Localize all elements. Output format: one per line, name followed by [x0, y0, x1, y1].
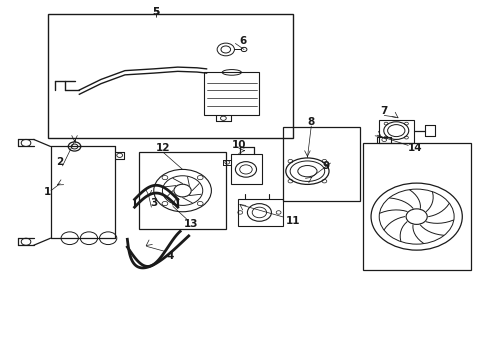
Bar	[363, 143, 471, 270]
Text: 2: 2	[56, 157, 64, 167]
Text: 11: 11	[286, 216, 300, 226]
Bar	[238, 199, 283, 226]
Text: 1: 1	[44, 187, 51, 197]
Bar	[48, 14, 293, 138]
Text: 13: 13	[184, 219, 198, 229]
Text: 4: 4	[167, 251, 174, 261]
Text: 5: 5	[152, 8, 160, 17]
Text: 10: 10	[232, 140, 246, 150]
Text: 7: 7	[381, 106, 388, 116]
Text: 8: 8	[308, 117, 315, 127]
Text: 3: 3	[150, 198, 157, 208]
Bar	[204, 72, 259, 115]
Bar	[139, 152, 226, 229]
Text: 12: 12	[156, 143, 171, 153]
Bar	[379, 120, 414, 143]
Text: 14: 14	[408, 143, 423, 153]
Bar	[283, 127, 360, 201]
Text: 9: 9	[322, 161, 329, 171]
Text: 6: 6	[239, 36, 246, 46]
Bar	[231, 154, 262, 184]
Text: 5: 5	[152, 8, 160, 17]
